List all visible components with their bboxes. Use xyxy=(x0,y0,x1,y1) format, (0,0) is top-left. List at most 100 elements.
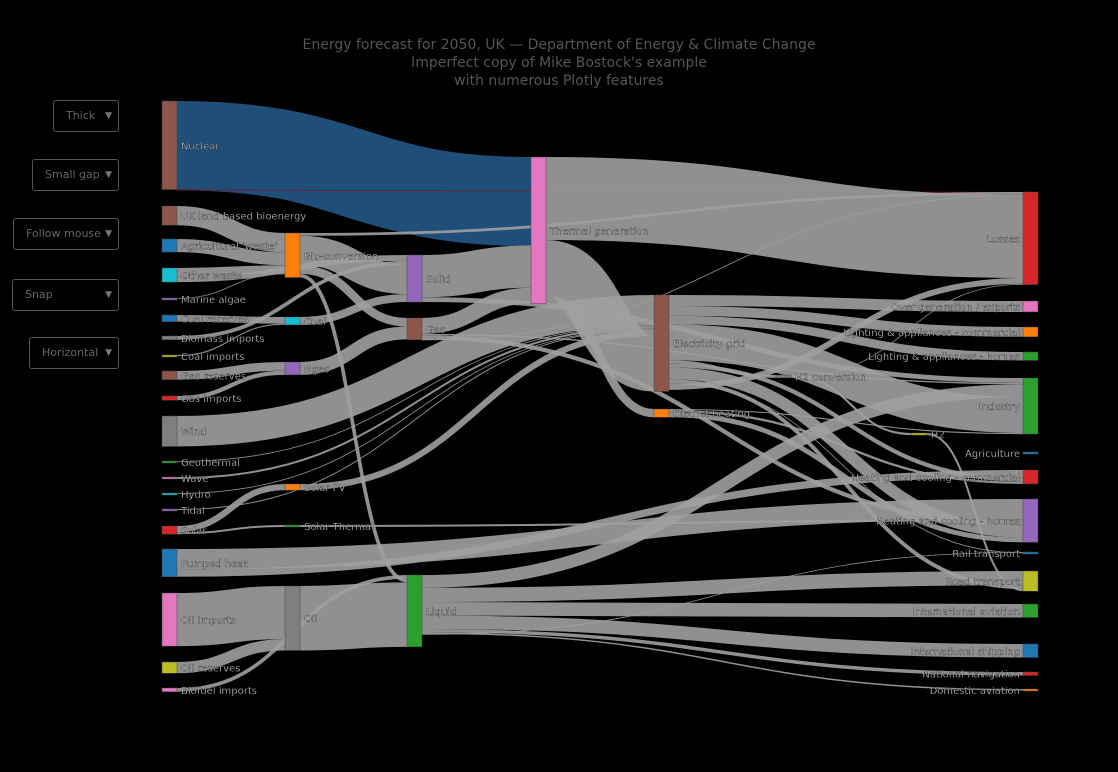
sankey-link-coal-solid[interactable] xyxy=(299,294,408,325)
sankey-link-thermal_gen-district_heating[interactable] xyxy=(545,295,655,418)
sankey-node-intl_aviation[interactable] xyxy=(1022,603,1039,618)
sankey-link-gas_reserves-ngas[interactable] xyxy=(176,362,286,380)
sankey-link-wind-elec_grid[interactable] xyxy=(176,295,655,447)
sankey-link-bio_conversion-gas[interactable] xyxy=(299,265,408,327)
sankey-link-wave-elec_grid[interactable] xyxy=(176,326,655,480)
sankey-node-elec_grid[interactable] xyxy=(653,294,670,392)
sankey-node-lighting_homes[interactable] xyxy=(1022,351,1039,361)
sankey-node-solid[interactable] xyxy=(406,254,423,303)
sankey-node-agri_waste[interactable] xyxy=(161,238,178,253)
sankey-node-lighting_comm[interactable] xyxy=(1022,326,1039,338)
sankey-node-h2[interactable] xyxy=(911,432,928,436)
sankey-link-bio_conversion-solid[interactable] xyxy=(299,235,408,295)
sankey-link-liquid-road[interactable] xyxy=(421,570,1024,603)
sankey-link-district_heating-heat_homes[interactable] xyxy=(668,412,1024,543)
sankey-node-h2_conversion[interactable] xyxy=(775,374,792,379)
sankey-link-oil_imports-oil[interactable] xyxy=(176,586,286,647)
sankey-node-biomass_imports[interactable] xyxy=(161,335,178,340)
sankey-link-gas_imports-ngas[interactable] xyxy=(176,370,286,401)
sankey-node-thermal_gen[interactable] xyxy=(530,156,547,305)
sankey-link-liquid-intl_shipping[interactable] xyxy=(421,615,1024,658)
sankey-node-uk_bio[interactable] xyxy=(161,205,178,226)
sankey-node-solar[interactable] xyxy=(161,525,178,535)
sankey-link-elec_grid-industry[interactable] xyxy=(668,324,1024,434)
sankey-link-bio_conversion-liquid[interactable] xyxy=(299,273,408,583)
sankey-node-industry[interactable] xyxy=(1022,377,1039,435)
sankey-node-biofuel_imports[interactable] xyxy=(161,687,178,692)
sankey-node-gas_imports[interactable] xyxy=(161,395,178,401)
sankey-link-uk_bio-bio_conversion[interactable] xyxy=(176,205,286,253)
sankey-link-elec_grid-over_gen[interactable] xyxy=(668,295,1024,312)
sankey-link-marine_algae-bio_conversion[interactable] xyxy=(176,273,286,299)
sankey-node-district_heating[interactable] xyxy=(653,408,670,418)
sankey-link-elec_grid-lighting_comm[interactable] xyxy=(668,305,1024,337)
sankey-node-wave[interactable] xyxy=(161,476,178,480)
sankey-node-rail[interactable] xyxy=(1022,551,1039,555)
sankey-node-wind[interactable] xyxy=(161,415,178,447)
sankey-node-losses[interactable] xyxy=(1022,191,1039,285)
sankey-node-intl_shipping[interactable] xyxy=(1022,643,1039,658)
sankey-link-elec_grid-heat_comm[interactable] xyxy=(668,363,1024,482)
sankey-node-pumped_heat[interactable] xyxy=(161,548,178,577)
sankey-link-solar-solar_thermal[interactable] xyxy=(176,524,286,535)
sankey-link-gas-thermal_gen[interactable] xyxy=(421,287,532,334)
sankey-node-oil_reserves[interactable] xyxy=(161,661,178,674)
sankey-node-over_gen[interactable] xyxy=(1022,300,1039,313)
sankey-node-gas_reserves[interactable] xyxy=(161,370,178,380)
sankey-link-geothermal-elec_grid[interactable] xyxy=(176,325,655,462)
sankey-node-domestic_aviation[interactable] xyxy=(1022,688,1039,692)
sankey-link-solid-thermal_gen[interactable] xyxy=(421,245,532,298)
sankey-node-geothermal[interactable] xyxy=(161,460,178,464)
sankey-link-solar-solar_pv[interactable] xyxy=(176,483,286,533)
sankey-link-liquid-domestic_aviation[interactable] xyxy=(421,632,1024,691)
sankey-link-district_heating-heat_comm[interactable] xyxy=(668,410,1024,484)
sankey-node-heat_comm[interactable] xyxy=(1022,469,1039,485)
sankey-link-nuclear-thermal_gen[interactable] xyxy=(176,189,532,247)
sankey-link-gas-heat_homes[interactable] xyxy=(421,335,1024,526)
sankey-link-pumped_heat-heat_homes[interactable] xyxy=(176,499,1024,570)
sankey-link-h2_conversion-losses[interactable] xyxy=(790,283,1024,378)
sankey-link-elec_grid-lighting_homes[interactable] xyxy=(668,315,1024,361)
sankey-link-agri_waste-bio_conversion[interactable] xyxy=(176,239,286,266)
hover-mode-dropdown[interactable]: Follow mouse ▼ xyxy=(13,218,119,250)
sankey-node-coal_imports[interactable] xyxy=(161,354,178,358)
sankey-node-gas[interactable] xyxy=(406,317,423,340)
sankey-link-district_heating-industry[interactable] xyxy=(668,408,1024,435)
sankey-node-tidal[interactable] xyxy=(161,508,178,512)
sankey-node-ngas[interactable] xyxy=(284,361,301,376)
sankey-node-bio_conversion[interactable] xyxy=(284,232,301,278)
sankey-link-h2_conversion-h2[interactable] xyxy=(790,375,912,436)
sankey-link-elec_grid-rail[interactable] xyxy=(668,383,1024,554)
arrangement-dropdown[interactable]: Snap ▼ xyxy=(12,279,119,311)
sankey-link-ngas-gas[interactable] xyxy=(299,326,408,375)
sankey-link-nuclear-thermal_gen[interactable] xyxy=(176,100,532,246)
sankey-node-hydro[interactable] xyxy=(161,492,178,496)
sankey-node-road[interactable] xyxy=(1022,570,1039,592)
sankey-link-liquid-intl_aviation[interactable] xyxy=(421,602,1024,618)
sankey-node-nuclear[interactable] xyxy=(161,100,178,190)
sankey-node-national_nav[interactable] xyxy=(1022,671,1039,676)
sankey-link-coal_reserves-coal[interactable] xyxy=(176,314,286,324)
sankey-link-oil_reserves-oil[interactable] xyxy=(176,639,286,674)
sankey-node-agriculture[interactable] xyxy=(1022,451,1039,455)
sankey-link-h2-road[interactable] xyxy=(926,433,1024,592)
sankey-link-thermal_gen-elec_grid[interactable] xyxy=(542,240,658,392)
sankey-node-coal[interactable] xyxy=(284,316,301,326)
sankey-link-thermal_gen-losses[interactable] xyxy=(545,156,1024,278)
sankey-node-liquid[interactable] xyxy=(406,574,423,648)
sankey-link-coal_imports-coal[interactable] xyxy=(176,323,286,357)
orientation-dropdown[interactable]: Horizontal ▼ xyxy=(29,337,119,369)
sankey-node-marine_algae[interactable] xyxy=(161,297,178,301)
sankey-node-oil[interactable] xyxy=(284,585,301,651)
sankey-node-coal_reserves[interactable] xyxy=(161,314,178,322)
sankey-link-liquid-national_nav[interactable] xyxy=(421,629,1024,676)
sankey-node-solar_pv[interactable] xyxy=(284,483,301,491)
sankey-node-other_waste[interactable] xyxy=(161,267,178,283)
sankey-link-elec_grid-losses[interactable] xyxy=(668,277,1024,390)
sankey-link-hydro-elec_grid[interactable] xyxy=(176,328,655,494)
sankey-link-oil-liquid[interactable] xyxy=(299,582,408,651)
node-gap-dropdown[interactable]: Small gap ▼ xyxy=(32,159,119,191)
sankey-node-heat_homes[interactable] xyxy=(1022,498,1039,543)
sankey-node-oil_imports[interactable] xyxy=(161,592,178,647)
